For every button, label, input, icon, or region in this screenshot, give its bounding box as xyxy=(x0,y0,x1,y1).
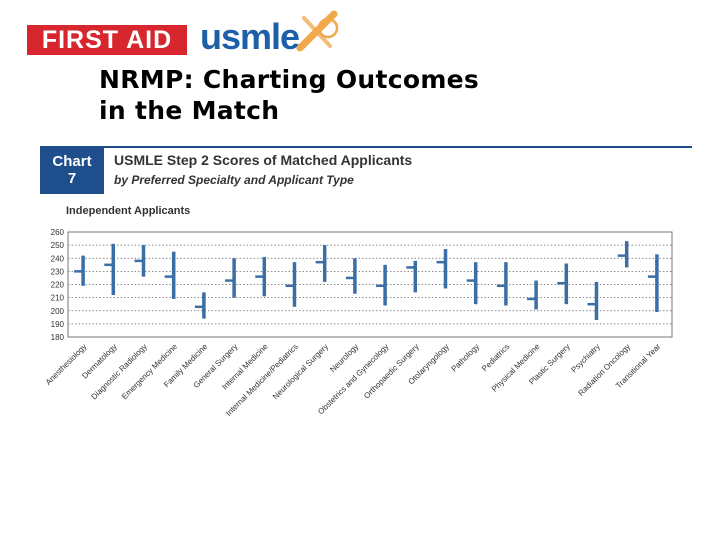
chart-title: USMLE Step 2 Scores of Matched Applicant… xyxy=(114,152,413,168)
y-tick-label: 240 xyxy=(51,254,65,263)
y-tick-label: 230 xyxy=(51,267,65,276)
chart-number-box: Chart 7 xyxy=(40,146,104,194)
first-aid-logo: FIRST AID xyxy=(27,25,187,55)
slide-title-line1: NRMP: Charting Outcomes xyxy=(99,65,480,94)
x-tick-label: Emergency Medicine xyxy=(120,342,180,402)
y-tick-label: 210 xyxy=(51,294,65,303)
x-tick-label: Pediatrics xyxy=(480,342,511,373)
x-tick-label: Anesthesiology xyxy=(44,342,89,387)
usmle-mark-icon xyxy=(296,10,339,52)
x-tick-label: Radiation Oncology xyxy=(576,342,632,398)
chart-label: Chart xyxy=(52,153,92,170)
y-tick-label: 220 xyxy=(51,281,65,290)
x-tick-label: Orthopaedic Surgery xyxy=(362,342,421,401)
y-tick-label: 200 xyxy=(51,307,65,316)
y-tick-label: 190 xyxy=(51,320,65,329)
y-tick-label: 260 xyxy=(51,228,65,237)
x-tick-label: Pathology xyxy=(450,342,482,374)
x-tick-label: Neurological Surgery xyxy=(271,342,330,401)
slide-title-line2: in the Match xyxy=(99,96,280,125)
usmle-logo: usmle xyxy=(200,16,300,57)
chart-header-rule xyxy=(104,146,692,148)
chart-number: 7 xyxy=(67,170,77,187)
chart-subtitle: by Preferred Specialty and Applicant Typ… xyxy=(114,173,354,187)
y-tick-label: 180 xyxy=(51,333,65,342)
panel-label: Independent Applicants xyxy=(66,205,191,217)
y-tick-label: 250 xyxy=(51,241,65,250)
x-tick-label: Diagnostic Radiology xyxy=(89,342,149,402)
slide-title: NRMP: Charting Outcomes in the Match xyxy=(99,64,619,126)
